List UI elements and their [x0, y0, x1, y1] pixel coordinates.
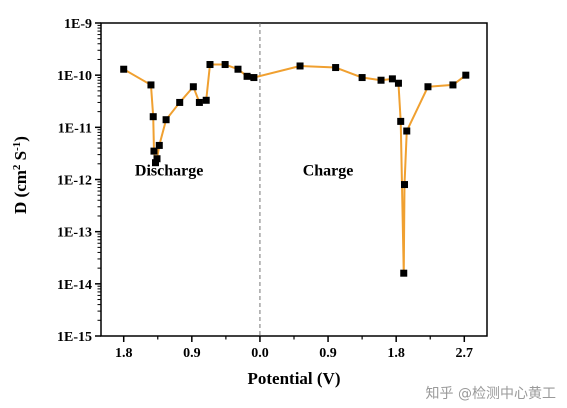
data-point	[377, 76, 385, 84]
x-tick-label: 2.7	[456, 346, 474, 361]
data-point	[397, 117, 405, 125]
data-point	[155, 141, 163, 149]
data-point	[358, 74, 366, 82]
data-point	[147, 81, 155, 89]
data-point	[234, 65, 242, 73]
annotation-label: Charge	[303, 162, 354, 179]
data-point	[150, 147, 158, 155]
y-axis-title-main: D (cm	[11, 170, 30, 214]
data-point	[206, 61, 214, 69]
data-point	[120, 65, 128, 73]
data-point	[403, 127, 411, 135]
data-point	[332, 64, 340, 72]
x-tick-label: 0.0	[251, 346, 269, 361]
annotation-label: Discharge	[135, 162, 203, 179]
data-point	[296, 62, 304, 70]
y-tick-label: 1E-10	[57, 69, 92, 84]
x-tick-label: 1.8	[387, 346, 405, 361]
data-point	[400, 269, 408, 277]
data-point	[195, 98, 203, 106]
y-tick-label: 1E-9	[64, 17, 92, 32]
data-point	[424, 83, 432, 91]
y-tick-label: 1E-14	[57, 278, 92, 293]
x-tick-label: 0.9	[319, 346, 337, 361]
series-layer	[120, 61, 470, 277]
y-tick-label: 1E-12	[57, 174, 92, 189]
y-tick-label: 1E-11	[58, 121, 92, 136]
data-point	[151, 159, 159, 167]
data-point	[388, 75, 396, 83]
x-tick-label: 1.8	[115, 346, 133, 361]
data-point	[176, 98, 184, 106]
data-point	[401, 181, 409, 189]
data-point	[462, 71, 470, 79]
y-axis-title-mid: S	[11, 151, 30, 165]
annotation-layer: Discharge Charge	[135, 162, 353, 179]
plot-frame	[100, 22, 488, 337]
y-axis-title-sup1: 2	[11, 164, 23, 170]
watermark: 知乎 @检测中心黄工	[426, 385, 556, 402]
data-point	[189, 83, 197, 91]
data-point	[202, 96, 210, 104]
data-point	[243, 72, 251, 80]
data-point	[162, 116, 170, 124]
data-point	[449, 81, 457, 89]
y-axis-title: D (cm2 S-1)	[11, 136, 30, 214]
axes: 1.8 0.9 0.0 0.9 1.8 2.7 1E-9 1E-10 1E-11 1E-12 1E-…	[57, 17, 488, 361]
x-tick-label: 0.9	[183, 346, 201, 361]
data-point	[250, 74, 258, 82]
data-point	[394, 79, 402, 87]
data-point	[149, 113, 157, 121]
y-axis-title-end: )	[11, 136, 30, 142]
data-point	[153, 155, 161, 163]
y-tick-label: 1E-15	[57, 330, 92, 345]
y-tick-label: 1E-13	[57, 226, 92, 241]
data-point	[221, 61, 229, 69]
x-axis-title: Potential (V)	[247, 369, 340, 388]
y-axis-title-sup2: -1	[11, 142, 23, 151]
